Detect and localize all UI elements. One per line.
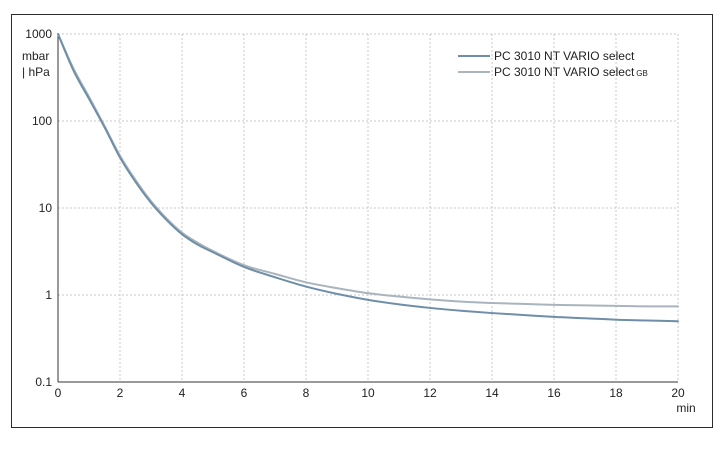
y-tick-label: 1000 — [25, 27, 52, 41]
series-lines — [57, 33, 679, 323]
x-tick-label: 18 — [609, 386, 623, 400]
x-tick-label: 4 — [179, 386, 186, 400]
legend-label: PC 3010 NT VARIO select — [494, 49, 635, 63]
y-tick-label: 0.1 — [35, 375, 52, 389]
series-line — [57, 33, 679, 323]
x-tick-label: 2 — [117, 386, 124, 400]
x-tick-label: 20 — [671, 386, 685, 400]
y-axis-unit-line-2: | hPa — [22, 65, 50, 79]
y-tick-label: 10 — [39, 201, 53, 215]
x-tick-label: 14 — [485, 386, 499, 400]
y-tick-label: 100 — [32, 114, 52, 128]
x-tick-label: 12 — [423, 386, 437, 400]
tick-labels: 0 2 4 6 8 10 12 14 16 18 20 0.1 1 10 100 1000 — [25, 27, 685, 400]
grid — [58, 33, 679, 382]
y-axis-unit-line-1: mbar — [22, 49, 49, 63]
y-tick-label: 1 — [45, 288, 52, 302]
legend-label-main: PC 3010 NT VARIO select — [494, 49, 635, 63]
x-tick-label: 0 — [55, 386, 62, 400]
x-tick-label: 10 — [361, 386, 375, 400]
x-tick-label: 8 — [303, 386, 310, 400]
x-tick-label: 6 — [241, 386, 248, 400]
x-axis-unit: min — [676, 401, 695, 415]
legend-label: PC 3010 NT VARIO select GB — [494, 65, 648, 79]
axes — [57, 34, 678, 383]
chart-frame — [11, 14, 713, 428]
legend-label-subscript: GB — [636, 69, 648, 78]
x-tick-label: 16 — [547, 386, 561, 400]
legend-label-main: PC 3010 NT VARIO select — [494, 65, 635, 79]
